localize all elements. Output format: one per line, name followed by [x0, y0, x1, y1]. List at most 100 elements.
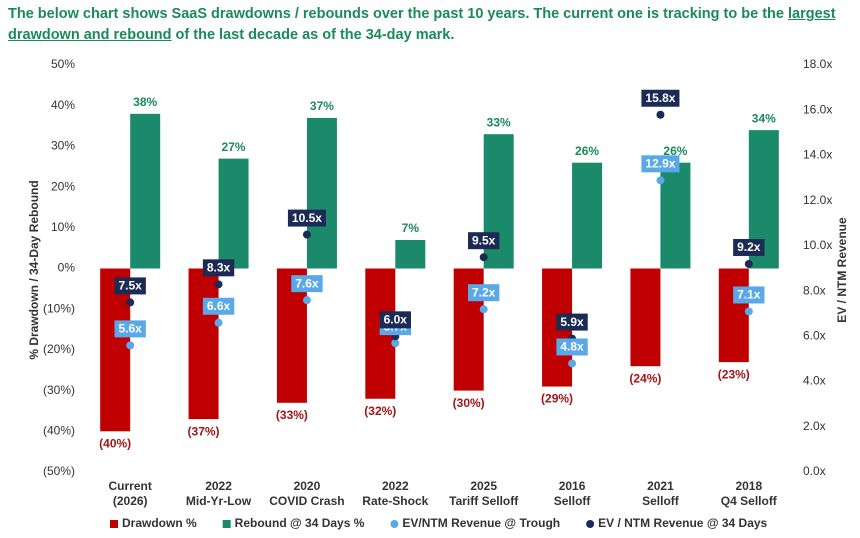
data-label: 7.2x: [472, 285, 496, 299]
label-box: [733, 238, 765, 256]
label-box: [287, 209, 326, 227]
y-tick-label: 10%: [51, 220, 75, 234]
data-label: 33%: [487, 115, 511, 129]
dot: [391, 339, 400, 348]
title-emphasis: largest drawdown and rebound: [8, 6, 836, 43]
data-label: (24%): [629, 371, 661, 385]
chart-title: The below chart shows SaaS drawdowns / r…: [8, 4, 848, 46]
y2-tick-label: 4.0x: [803, 374, 826, 388]
y2-tick-label: 14.0x: [803, 148, 832, 162]
label-box: [468, 284, 500, 302]
bar: [100, 268, 131, 432]
label-box: [114, 277, 146, 295]
bar: [306, 117, 337, 269]
x-tick-label: 2016: [559, 479, 586, 493]
x-tick-label: Selloff: [554, 494, 592, 508]
x-tick-label: 2021: [647, 479, 674, 493]
label-box: [291, 275, 323, 293]
label-box: [733, 286, 765, 304]
x-tick-label: 2022: [382, 479, 409, 493]
dot: [302, 296, 311, 305]
x-tick-label: Tariff Selloff: [449, 494, 519, 508]
label-box: [202, 259, 235, 277]
data-label: 6.0x: [384, 313, 408, 327]
legend-marker: [110, 520, 118, 528]
y-tick-label: 50%: [51, 57, 75, 71]
dot: [479, 305, 488, 314]
data-label: 6.6x: [207, 299, 231, 313]
x-tick-label: 2022: [205, 479, 232, 493]
data-label: 7.1x: [737, 288, 761, 302]
y-tick-label: 30%: [51, 139, 75, 153]
legend-marker: [222, 520, 231, 528]
x-tick-label: Current: [109, 479, 152, 493]
y2-tick-label: 6.0x: [803, 329, 826, 343]
x-tick-label: 2020: [294, 479, 321, 493]
label-box: [641, 155, 680, 173]
data-label: (29%): [541, 392, 573, 406]
data-label: 7.5x: [119, 279, 143, 293]
data-label: 4.8x: [560, 340, 584, 354]
data-label: 8.3x: [207, 260, 231, 274]
data-label: 34%: [752, 111, 776, 125]
dot: [568, 359, 577, 368]
data-label: (23%): [718, 367, 750, 381]
data-label: (40%): [99, 436, 131, 450]
label-box: [556, 338, 588, 356]
y-tick-label: (30%): [43, 383, 75, 397]
y2-tick-label: 10.0x: [803, 238, 832, 252]
data-label: 15.8x: [645, 91, 675, 105]
dot: [214, 318, 223, 327]
legend-marker: [390, 520, 399, 528]
y2-tick-label: 18.0x: [803, 57, 832, 71]
label-box: [202, 297, 235, 315]
data-label: 27%: [222, 140, 246, 154]
data-label: (37%): [188, 424, 220, 438]
y-tick-label: 0%: [58, 261, 76, 275]
data-label: 7.6x: [295, 276, 319, 290]
dot: [479, 253, 488, 262]
data-label: 5.6x: [119, 322, 143, 336]
legend-label: Drawdown %: [122, 516, 197, 530]
bar: [130, 113, 161, 269]
x-tick-label: COVID Crash: [269, 494, 344, 508]
y2-tick-label: 8.0x: [803, 283, 826, 297]
bar: [572, 162, 603, 269]
bar: [630, 268, 661, 367]
label-box: [556, 313, 588, 331]
y2-tick-label: 2.0x: [803, 419, 826, 433]
dot: [744, 259, 753, 268]
y2-tick-label: 12.0x: [803, 193, 832, 207]
y-tick-label: (50%): [43, 464, 75, 478]
x-tick-label: Rate-Shock: [362, 494, 428, 508]
title-text: The below chart shows SaaS drawdowns / r…: [8, 6, 788, 22]
bar: [218, 158, 249, 269]
bar: [188, 268, 219, 420]
data-label: 10.5x: [292, 211, 322, 225]
data-label: 9.5x: [472, 233, 496, 247]
label-box: [379, 311, 411, 329]
y2-tick-label: 16.0x: [803, 102, 832, 116]
bar: [395, 240, 426, 269]
bar: [718, 268, 749, 363]
legend-label: EV/NTM Revenue @ Trough: [402, 516, 560, 530]
dot: [744, 307, 753, 316]
legend-marker: [586, 520, 595, 528]
y-tick-label: (40%): [43, 423, 75, 437]
data-label: (32%): [364, 404, 396, 418]
dot: [656, 176, 665, 185]
x-tick-label: 2025: [470, 479, 497, 493]
legend-label: Rebound @ 34 Days %: [235, 516, 365, 530]
dot: [214, 280, 223, 289]
x-tick-label: (2026): [113, 494, 148, 508]
data-label: 9.2x: [737, 240, 761, 254]
label-box: [114, 320, 146, 338]
bar: [660, 162, 691, 269]
data-label: 38%: [133, 95, 157, 109]
data-label: 7%: [402, 221, 420, 235]
y-tick-label: (20%): [43, 342, 75, 356]
x-tick-label: Mid-Yr-Low: [186, 494, 252, 508]
y-axis-title: % Drawdown / 34-Day Rebound: [27, 180, 41, 359]
label-box: [468, 232, 500, 250]
